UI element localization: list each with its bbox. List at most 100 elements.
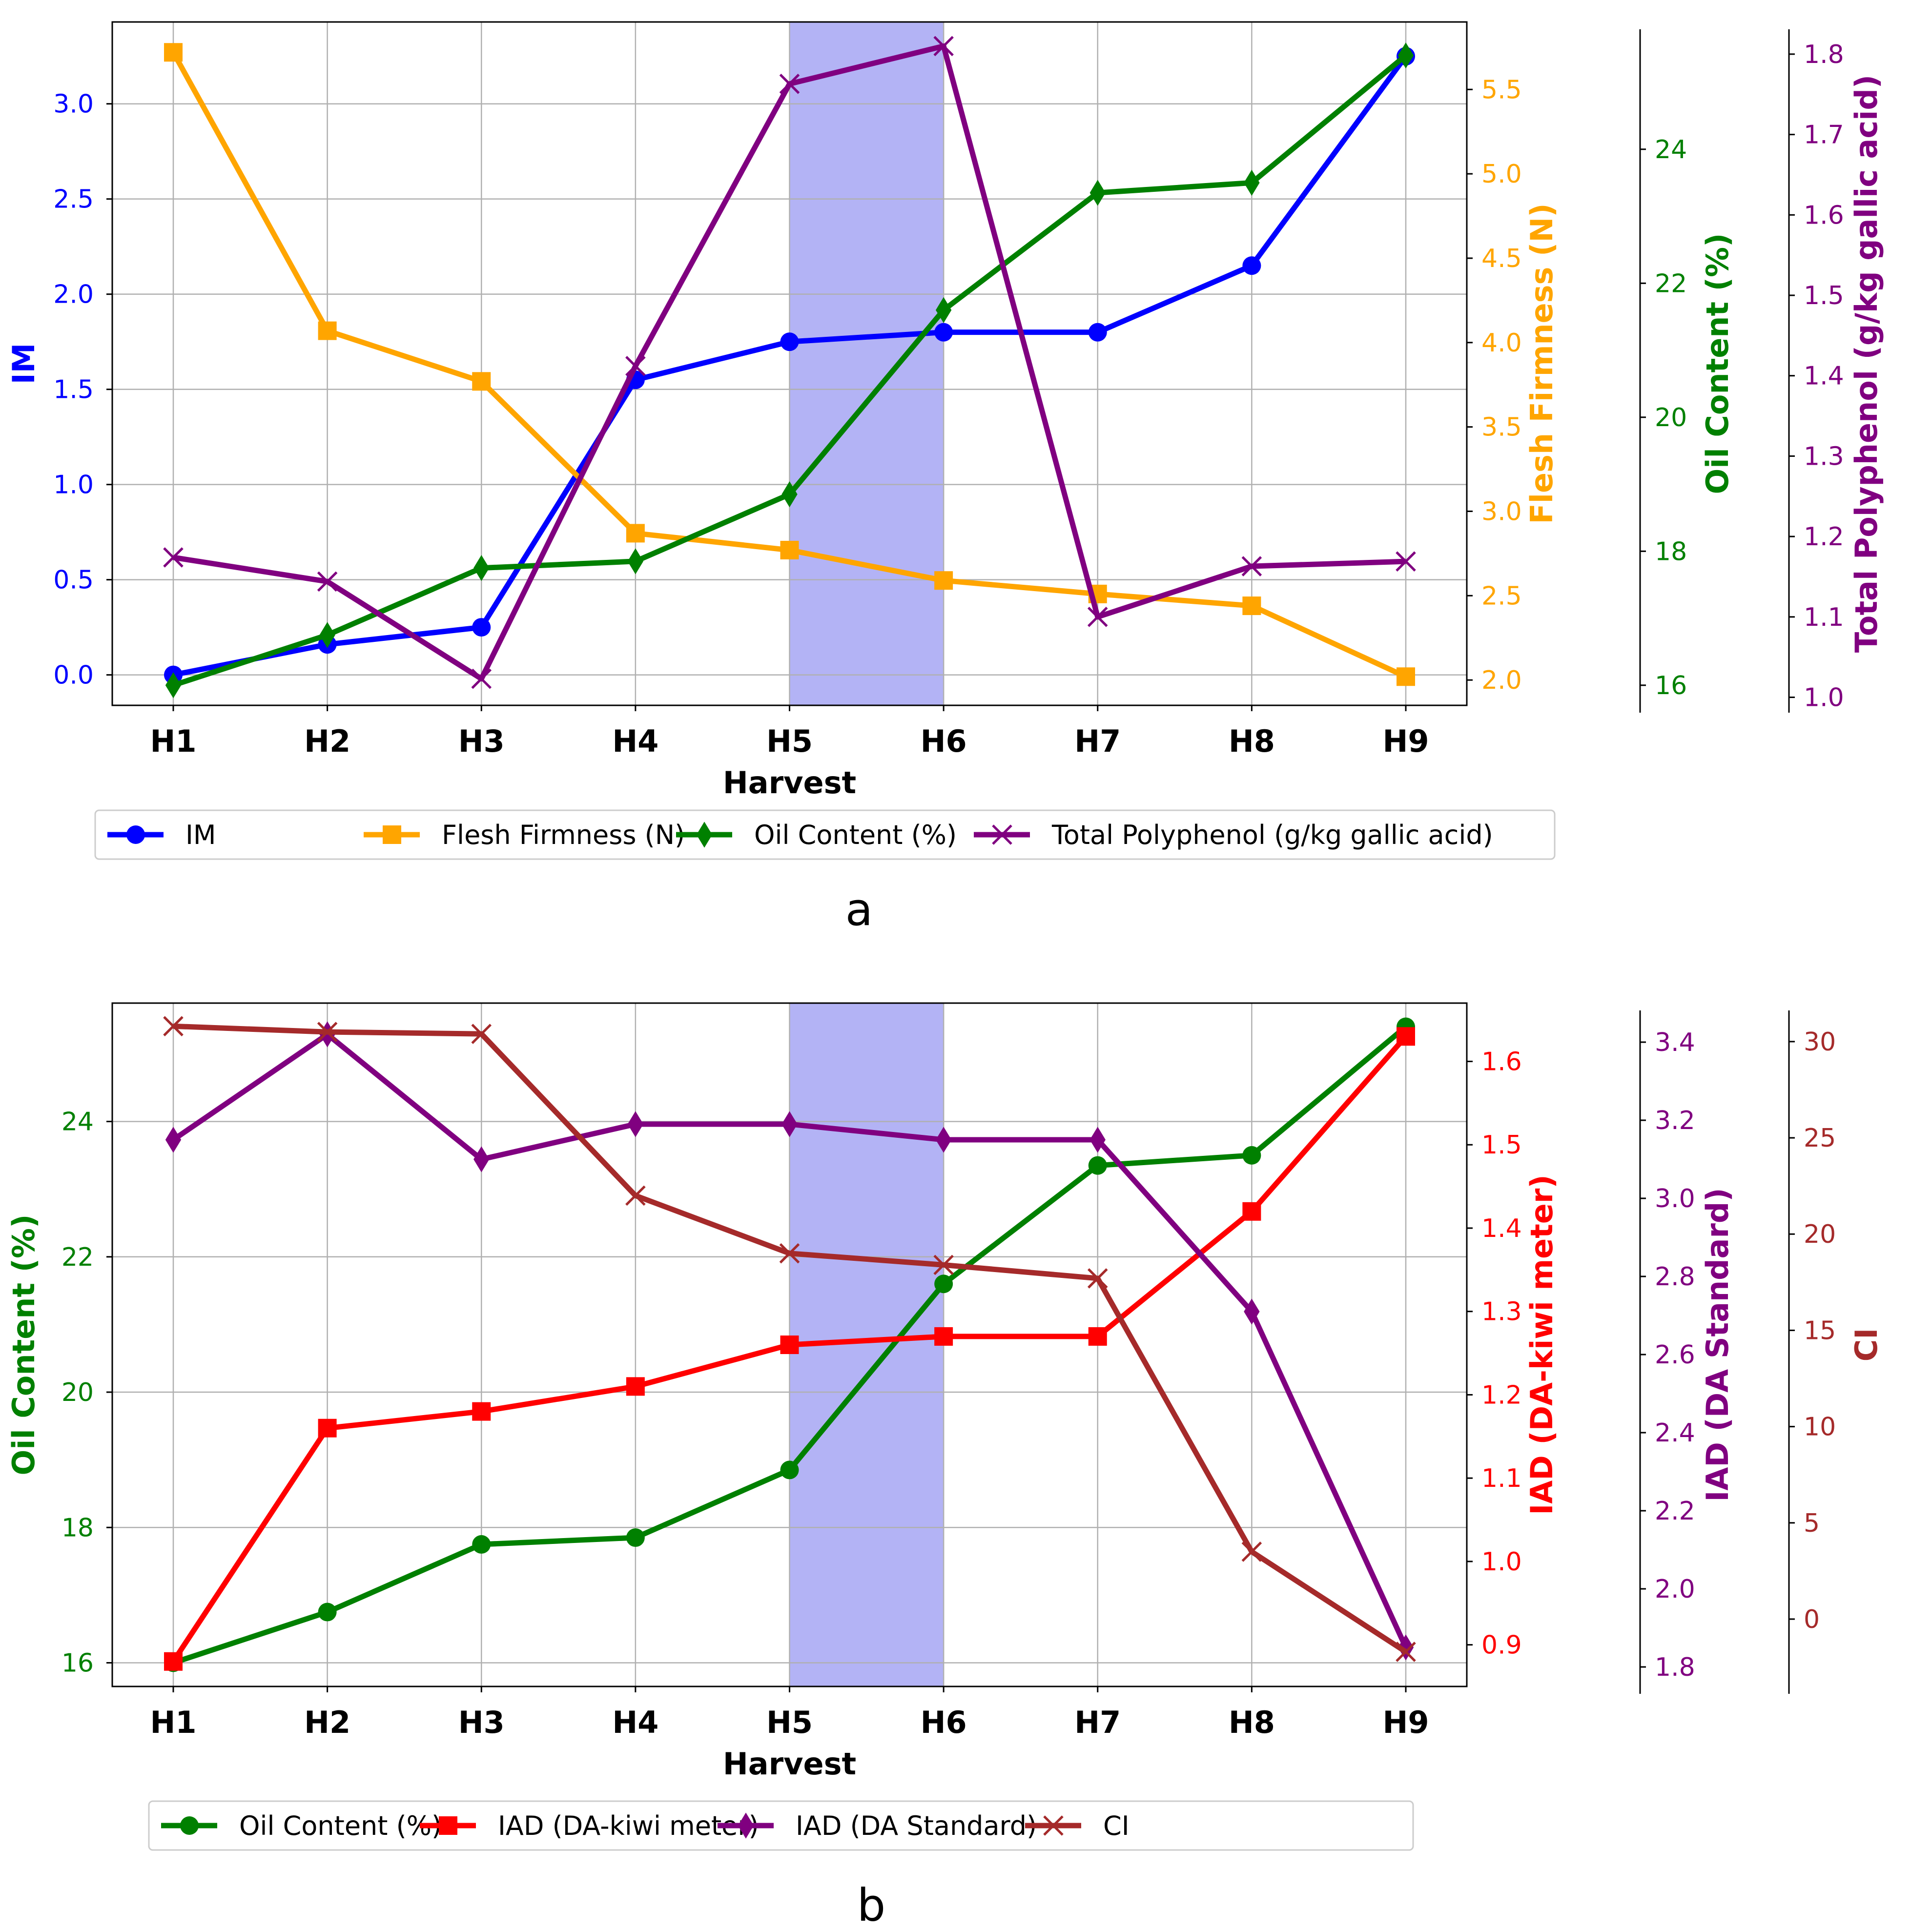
data-point bbox=[626, 1377, 645, 1396]
data-point bbox=[933, 36, 954, 57]
data-point bbox=[625, 356, 646, 376]
y-tick-label: 2.0 bbox=[1481, 666, 1522, 695]
data-point bbox=[626, 524, 645, 543]
data-point bbox=[1244, 169, 1260, 196]
y-axis-im: 0.0 0.5 1.0 1.5 2.0 2.5 3.0 IM bbox=[6, 90, 112, 690]
legend-label: Oil Content (%) bbox=[754, 820, 957, 850]
data-point bbox=[1397, 667, 1415, 686]
data-point bbox=[935, 1127, 952, 1153]
data-point bbox=[781, 481, 798, 508]
y-tick-label: 20 bbox=[1804, 1220, 1836, 1249]
y-tick-label: 0.0 bbox=[53, 661, 94, 690]
data-point bbox=[780, 1336, 799, 1354]
data-point bbox=[164, 43, 183, 62]
x-tick-label: H1 bbox=[150, 1705, 196, 1740]
data-point bbox=[627, 1111, 644, 1137]
y-axis-label: Oil Content (%) bbox=[6, 1214, 41, 1476]
y-tick-label: 2.2 bbox=[1655, 1497, 1695, 1526]
y-tick-label: 0 bbox=[1804, 1605, 1820, 1634]
data-point bbox=[626, 1528, 645, 1547]
legend-label: Flesh Firmness (N) bbox=[442, 820, 685, 850]
data-point bbox=[1089, 1127, 1106, 1153]
legend-marker bbox=[180, 1816, 199, 1835]
y-axis-label: IM bbox=[6, 343, 41, 385]
y-axis-iads: 1.8 2.0 2.2 2.4 2.6 2.8 3.0 3.2 3.4 IAD (DA Stand… bbox=[1639, 1010, 1735, 1694]
y-tick-label: 5.0 bbox=[1481, 160, 1522, 189]
y-axis-label: Flesh Firmness (N) bbox=[1524, 203, 1560, 524]
y-tick-label: 1.6 bbox=[1481, 1048, 1522, 1077]
y-tick-label: 10 bbox=[1804, 1413, 1836, 1442]
legend: Oil Content (%) IAD (DA-kiwi meter) IAD (D… bbox=[148, 1800, 1414, 1851]
data-point bbox=[1088, 1156, 1107, 1175]
x-tick-label: H5 bbox=[766, 1705, 813, 1740]
legend-item: Oil Content (%) bbox=[161, 1810, 442, 1841]
y-axis-ff: 2.0 2.5 3.0 3.5 4.0 4.5 5.0 5.5 Flesh Firmness (… bbox=[1467, 75, 1560, 695]
x-tick-label: H2 bbox=[304, 723, 350, 759]
data-point bbox=[934, 323, 953, 342]
y-axis-ci: 0 5 10 15 20 25 30 CI bbox=[1788, 1010, 1884, 1694]
data-point bbox=[1088, 1327, 1107, 1346]
data-point bbox=[933, 1254, 954, 1275]
legend-marker bbox=[738, 1812, 754, 1839]
data-point bbox=[1089, 180, 1106, 206]
y-tick-label: 4.0 bbox=[1481, 329, 1522, 358]
x-tick-label: H3 bbox=[458, 723, 505, 759]
legend-item: Flesh Firmness (N) bbox=[364, 820, 685, 850]
y-tick-label: 1.2 bbox=[1481, 1380, 1522, 1410]
legend-frame bbox=[148, 1800, 1414, 1851]
data-point bbox=[781, 1111, 798, 1137]
y-tick-label: 2.5 bbox=[53, 185, 94, 214]
y-tick-label: 1.4 bbox=[1804, 362, 1844, 391]
data-point bbox=[625, 1185, 646, 1206]
y-axis-label: IAD (DA-kiwi meter) bbox=[1524, 1174, 1560, 1515]
data-point bbox=[934, 571, 953, 590]
y-tick-label: 1.8 bbox=[1655, 1653, 1695, 1682]
data-point bbox=[318, 1603, 337, 1622]
x-tick-label: H6 bbox=[921, 723, 967, 759]
panel-label: a bbox=[845, 884, 873, 936]
data-point bbox=[1242, 1202, 1261, 1221]
y-tick-label: 1.5 bbox=[1481, 1130, 1522, 1160]
x-axis-label: Harvest bbox=[723, 1746, 856, 1782]
y-tick-label: 1.0 bbox=[1481, 1547, 1522, 1577]
y-tick-label: 16 bbox=[1655, 671, 1687, 700]
series-flesh-firmness-n bbox=[164, 43, 1415, 686]
y-tick-label: 1.6 bbox=[1804, 201, 1844, 230]
y-tick-label: 25 bbox=[1804, 1124, 1836, 1153]
legend-item: IAD (DA-kiwi meter) bbox=[420, 1810, 759, 1841]
y-tick-label: 16 bbox=[62, 1648, 94, 1678]
data-point bbox=[472, 1402, 491, 1421]
data-point bbox=[163, 547, 184, 568]
legend: IM Flesh Firmness (N) Oil Content (%) Total… bbox=[94, 809, 1556, 860]
x-tick-label: H9 bbox=[1382, 1705, 1429, 1740]
data-point bbox=[472, 372, 491, 391]
data-point bbox=[317, 1022, 338, 1042]
legend-label: IM bbox=[185, 820, 216, 850]
y-tick-label: 3.0 bbox=[1481, 497, 1522, 526]
data-point bbox=[1397, 1634, 1414, 1661]
y-tick-label: 2.0 bbox=[53, 280, 94, 309]
x-tick-label: H8 bbox=[1229, 723, 1275, 759]
y-tick-label: 22 bbox=[62, 1243, 94, 1272]
y-tick-label: 1.8 bbox=[1804, 40, 1844, 69]
y-tick-label: 4.5 bbox=[1481, 244, 1522, 273]
y-axis-label: IAD (DA Standard) bbox=[1700, 1188, 1735, 1501]
data-point bbox=[318, 321, 337, 340]
y-tick-label: 1.2 bbox=[1804, 522, 1844, 552]
data-point bbox=[1244, 1298, 1260, 1325]
x-tick-label: H7 bbox=[1074, 1705, 1121, 1740]
y-tick-label: 3.0 bbox=[53, 90, 94, 119]
x-tick-label: H4 bbox=[612, 1705, 658, 1740]
y-tick-label: 2.5 bbox=[1481, 581, 1522, 611]
y-tick-label: 1.3 bbox=[1804, 442, 1844, 471]
panel-b: H1 H2 H3 H4 H5 H6 H7 H8 H9 Harvest 16 18 20 22 24 Oil C… bbox=[6, 1002, 1884, 1932]
y-tick-label: 2.8 bbox=[1655, 1262, 1695, 1292]
x-tick-label: H6 bbox=[921, 1705, 967, 1740]
legend-frame bbox=[94, 809, 1556, 860]
data-point bbox=[780, 1460, 799, 1480]
data-point bbox=[779, 1243, 800, 1264]
y-tick-label: 5 bbox=[1804, 1509, 1820, 1538]
legend-marker bbox=[439, 1816, 457, 1835]
y-axis-label: Oil Content (%) bbox=[1700, 233, 1735, 494]
